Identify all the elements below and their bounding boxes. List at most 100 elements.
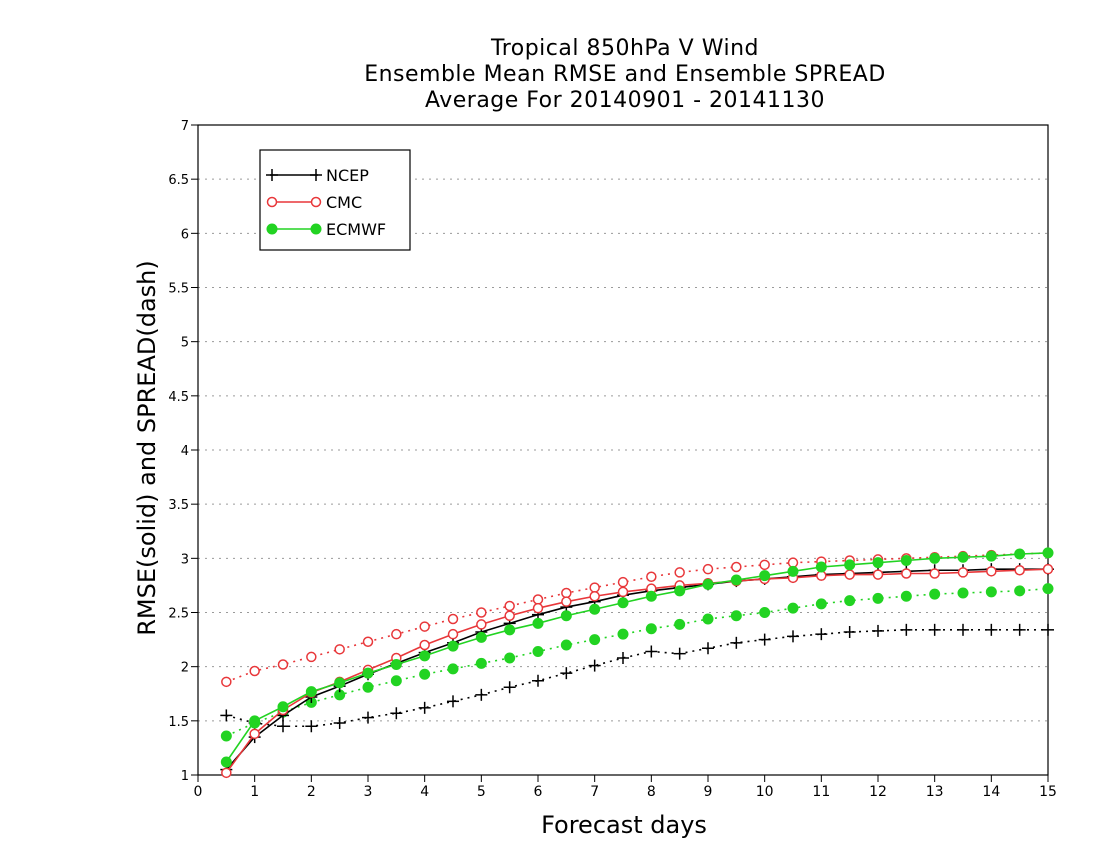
series-ecmwf-rmse-point-27	[985, 550, 997, 562]
series-ecmwf-rmse-point-26	[957, 551, 969, 563]
legend-label-ecmwf: ECMWF	[326, 220, 386, 239]
series-ncep-spread-point-28	[1013, 623, 1026, 636]
series-cmc-spread-point-3	[306, 651, 317, 663]
series-ecmwf-spread-point-29	[1042, 583, 1054, 595]
series-ecmwf-spread-point-6	[390, 675, 402, 687]
series-cmc-spread-point-16	[674, 567, 685, 578]
series-ecmwf-spread	[220, 583, 1054, 742]
series-ecmwf-rmse-point-29	[1042, 547, 1054, 559]
series-ecmwf-rmse-point-10	[504, 624, 516, 636]
x-tick-label-7: 7	[590, 784, 599, 800]
y-tick-label-7: 4.5	[168, 390, 189, 405]
series-ecmwf-rmse-point-25	[929, 552, 941, 564]
series-ecmwf-rmse-point-16	[674, 585, 686, 597]
series-cmc-rmse-point-29	[1042, 563, 1054, 575]
series-cmc-spread-point-2	[277, 659, 289, 670]
axis-layer: 11.522.533.544.555.566.570 1 2 3 4 5 6 7 8 9 10 11 1…	[168, 119, 1057, 800]
x-tick-label-3: 3	[364, 784, 373, 800]
y-tick-label-1: 1.5	[168, 715, 189, 730]
series-ncep-spread-point-16	[673, 647, 686, 660]
series-ecmwf-rmse-point-19	[759, 570, 771, 582]
series-cmc-rmse-point-23	[872, 569, 884, 580]
series-cmc-rmse-point-13	[589, 591, 600, 602]
series-cmc-spread-point-15	[646, 571, 657, 582]
series-cmc-rmse-point-14	[617, 586, 629, 598]
y-tick-label-11: 6.5	[168, 173, 189, 188]
series-ecmwf-spread-point-27	[985, 586, 997, 598]
series-cmc-spread-point-12	[561, 587, 572, 599]
series-ecmwf-rmse-point-1	[249, 715, 261, 727]
x-tick-label-12: 12	[869, 784, 887, 800]
series-cmc-spread-point-0	[221, 676, 232, 688]
series-ecmwf-spread-point-7	[419, 668, 431, 680]
grid-layer	[198, 178, 1048, 722]
series-ecmwf-rmse-point-20	[787, 565, 799, 577]
series-cmc-rmse-point-1	[249, 728, 260, 740]
series-cmc-rmse-point-10	[504, 610, 515, 621]
y-tick-label-5: 3.5	[168, 498, 189, 513]
series-ecmwf-spread-point-26	[957, 587, 969, 599]
series-cmc-rmse-point-12	[561, 596, 572, 607]
series-ncep-spread-point-18	[730, 636, 743, 649]
series-ncep-spread-line	[226, 629, 1048, 728]
series-ecmwf-rmse-point-12	[560, 610, 572, 622]
series-ncep-spread-point-26	[957, 623, 969, 636]
series-ecmwf-rmse-line	[225, 552, 1049, 763]
series-cmc-rmse	[221, 563, 1054, 779]
series-ecmwf-rmse-point-18	[730, 574, 742, 586]
series-cmc-spread-point-11	[532, 594, 544, 605]
series-ecmwf-spread-point-9	[475, 657, 487, 669]
series-ncep-spread-point-13	[588, 659, 601, 672]
series-cmc-spread-point-9	[476, 607, 487, 618]
x-tick-label-2: 2	[307, 784, 316, 800]
legend-box	[259, 149, 411, 251]
series-cmc-spread-point-5	[362, 636, 374, 647]
series-ncep-spread-point-21	[815, 628, 828, 641]
series-ncep-spread-point-12	[560, 667, 573, 680]
x-tick-label-13: 13	[926, 784, 944, 800]
series-ncep-spread-point-22	[843, 626, 856, 638]
series-cmc-rmse-point-22	[844, 569, 855, 580]
series-ecmwf-rmse-point-15	[645, 590, 657, 602]
x-tick-label-11: 11	[812, 784, 830, 800]
x-axis-label: Forecast days	[541, 811, 707, 839]
series-ncep-spread-point-11	[532, 674, 544, 687]
y-axis-label: RMSE(solid) and SPREAD(dash)	[133, 260, 161, 636]
series-cmc-spread-point-7	[419, 621, 430, 632]
series-ecmwf-spread-point-11	[532, 646, 544, 657]
series-ecmwf-spread-line	[225, 587, 1049, 737]
y-tick-label-8: 5	[181, 336, 189, 351]
x-tick-label-9: 9	[704, 784, 713, 800]
series-cmc-rmse-point-7	[419, 639, 430, 651]
series-ecmwf-spread-point-16	[674, 618, 686, 630]
x-tick-label-8: 8	[647, 784, 656, 800]
series-ncep-spread-point-29	[1042, 623, 1054, 636]
series-ecmwf-rmse-point-4	[334, 677, 346, 689]
series-ecmwf-spread-point-17	[702, 613, 714, 625]
series-ecmwf-rmse-point-0	[220, 756, 232, 768]
series-cmc-spread-point-1	[249, 665, 260, 677]
series-ecmwf-rmse-point-2	[277, 701, 289, 713]
series-ecmwf-rmse-point-3	[305, 686, 317, 698]
series-ecmwf-rmse-point-5	[362, 667, 374, 679]
y-tick-label-4: 3	[181, 552, 189, 567]
series-ecmwf-spread-point-8	[447, 663, 459, 675]
series-cmc-rmse-point-11	[532, 602, 544, 614]
series-ecmwf-rmse-point-9	[475, 631, 487, 643]
series-ncep-spread-point-7	[418, 701, 431, 714]
chart-title-line-2: Ensemble Mean RMSE and Ensemble SPREAD	[364, 62, 886, 87]
series-cmc-spread-point-6	[391, 628, 402, 640]
series-cmc-spread-point-4	[334, 644, 345, 655]
series-ecmwf-spread-point-20	[787, 602, 799, 614]
series-ecmwf-spread-point-24	[900, 590, 912, 602]
y-tick-label-3: 2.5	[168, 607, 189, 622]
series-cmc-spread-point-10	[504, 600, 515, 612]
series-layer	[220, 547, 1054, 779]
series-ncep-rmse	[220, 563, 1054, 776]
series-cmc-spread-line	[226, 552, 1049, 683]
x-tick-label-10: 10	[756, 784, 774, 800]
series-ecmwf-rmse-point-7	[419, 650, 431, 662]
legend-marker-start-ecmwf	[266, 223, 278, 235]
series-ecmwf-rmse-point-22	[844, 559, 856, 571]
